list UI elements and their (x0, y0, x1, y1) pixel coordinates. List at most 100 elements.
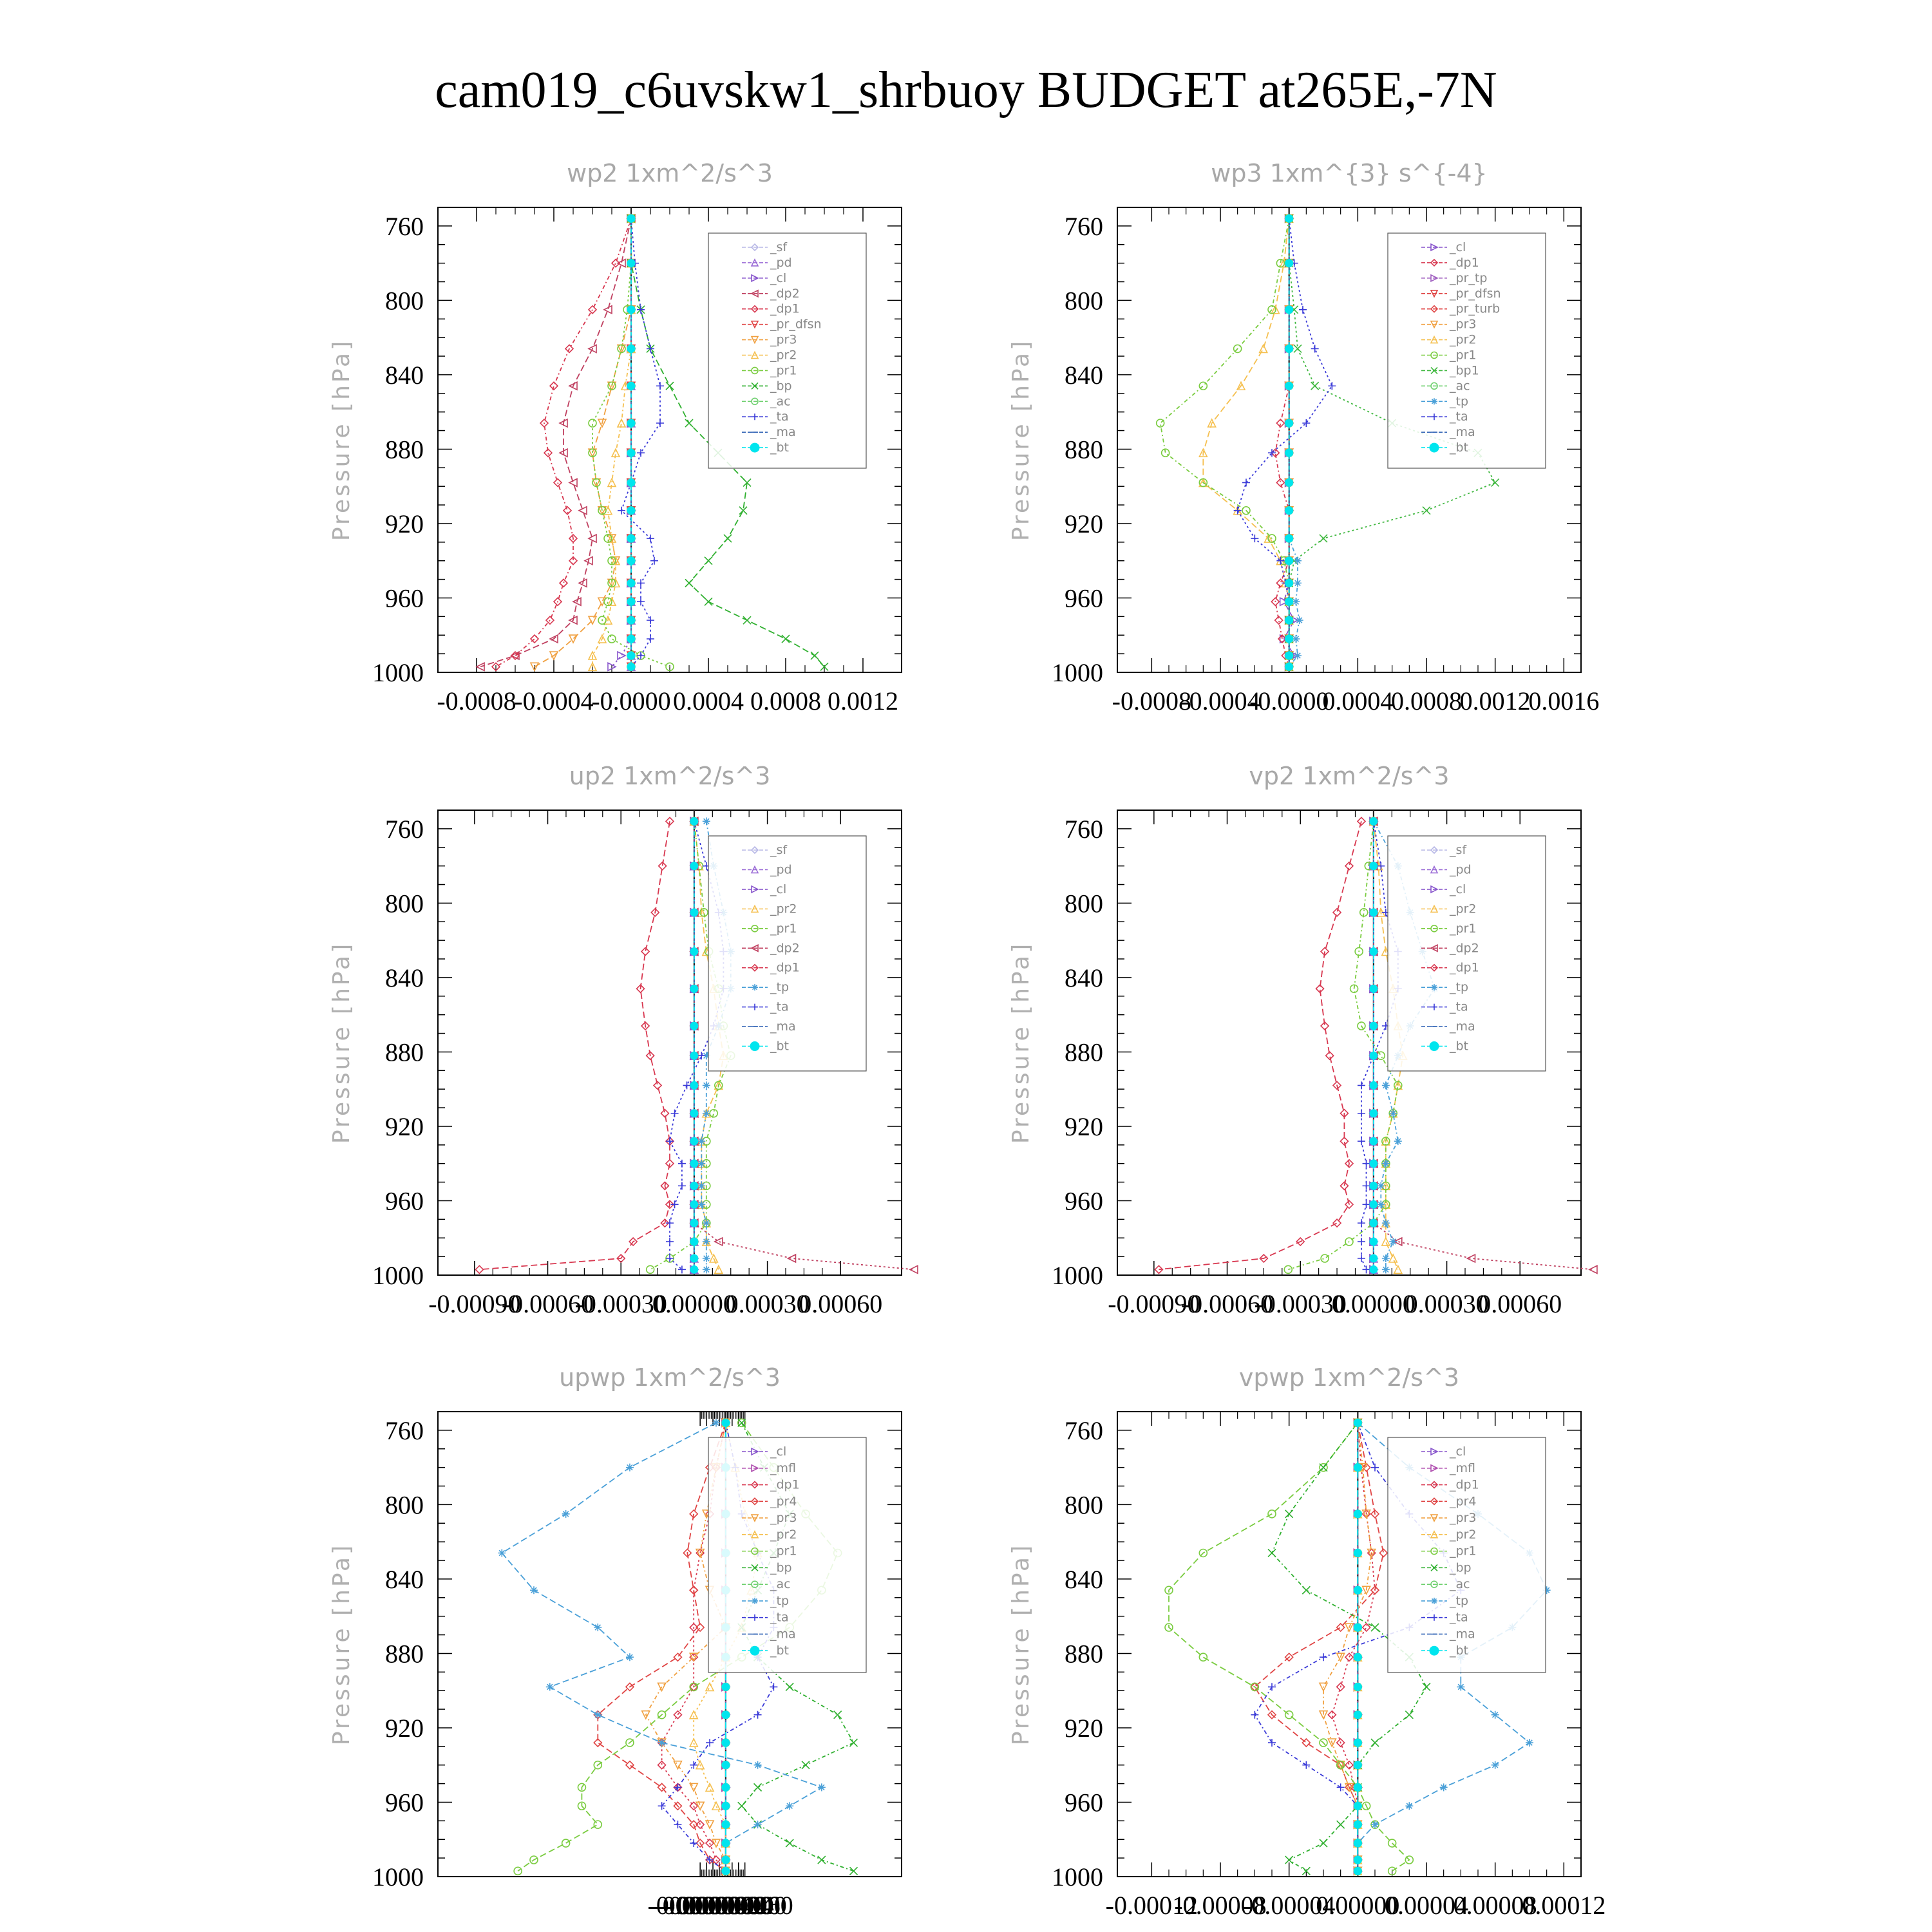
legend-entry: _bt (1449, 1039, 1468, 1054)
data-point (568, 615, 578, 625)
y-tick-label: 760 (385, 212, 424, 241)
data-point (1299, 305, 1307, 314)
data-point (1198, 1653, 1208, 1662)
data-point (1353, 1855, 1362, 1864)
data-point (597, 634, 607, 643)
data-point (1353, 1820, 1362, 1829)
legend-entry: _dp1 (1449, 961, 1479, 975)
legend-marker (1430, 274, 1439, 283)
data-point (1393, 1264, 1403, 1274)
data-point (1285, 259, 1294, 268)
data-point (1276, 478, 1285, 488)
legend-entry: _tp (1449, 394, 1468, 408)
data-point (1379, 1548, 1388, 1558)
data-point (627, 381, 636, 390)
data-point (1371, 1463, 1379, 1472)
data-point (1369, 1181, 1378, 1190)
y-tick-label: 1000 (372, 658, 424, 687)
data-point (588, 448, 597, 458)
data-point (690, 1839, 698, 1848)
data-point (690, 1051, 699, 1060)
data-point (625, 1682, 635, 1692)
x-tick-label: -0.00030 (575, 1289, 667, 1318)
data-point (510, 650, 520, 661)
legend-marker (750, 846, 759, 855)
legend: _cl _mfl _dp1 _pr4 _pr3 _pr2 _pr1 _bp _ac _tp _ta _… (708, 1437, 867, 1673)
data-point (1302, 419, 1311, 428)
data-point (647, 635, 654, 643)
data-point (1274, 616, 1283, 625)
legend-entry: _bt (770, 440, 789, 455)
legend-entry: _pr_turb (1449, 302, 1500, 316)
data-point (1164, 1586, 1173, 1595)
data-point (1319, 534, 1328, 543)
data-point (607, 596, 617, 607)
data-point (1285, 1510, 1294, 1519)
data-point (673, 1710, 683, 1719)
panel-title: up2 1xm^2/s^3 (569, 762, 771, 790)
legend-entry: _pr1 (1449, 922, 1476, 936)
data-point (587, 661, 598, 672)
data-point (1242, 478, 1250, 487)
data-point (627, 344, 636, 353)
data-point (1371, 1821, 1379, 1829)
series-pr1 (1283, 817, 1403, 1274)
legend-entry: _dp1 (1449, 256, 1479, 270)
panel-3: 760 800 840 880 920 960 1000-0.00090-0.00060-0… (328, 762, 918, 1318)
data-point (627, 534, 636, 543)
legend-entry: _pr4 (1449, 1494, 1476, 1508)
data-point (625, 1463, 634, 1472)
plot-frame (437, 1411, 902, 1877)
data-point (1271, 597, 1280, 607)
legend-marker (751, 397, 759, 406)
data-point (545, 616, 555, 625)
legend-entry: _pr3 (770, 333, 797, 347)
legend-entry: _pr3 (1449, 317, 1476, 332)
data-point (607, 477, 617, 488)
data-point (705, 1820, 715, 1830)
legend-marker (1431, 1614, 1437, 1621)
data-point (1362, 1265, 1370, 1274)
series-dp1 (491, 214, 636, 672)
data-point (721, 1738, 730, 1747)
legend-marker (751, 366, 759, 375)
legend-marker (751, 885, 759, 894)
x-tick-label: 0.00004 (1385, 1891, 1468, 1920)
legend-entry: _ta (1449, 410, 1468, 424)
x-tick-label: -0.0004 (514, 687, 593, 715)
x-tick-label: 0.00000 (1316, 1891, 1399, 1920)
data-point (593, 1760, 603, 1770)
data-point (627, 506, 636, 515)
data-point (695, 1759, 705, 1770)
legend-entry: _pr_tp (1449, 271, 1487, 285)
legend-entry: _dp2 (1449, 941, 1479, 955)
y-tick-label: 880 (385, 435, 424, 464)
data-point (1267, 1510, 1276, 1519)
data-point (1353, 1586, 1362, 1595)
data-point (1491, 1710, 1499, 1719)
data-point (1345, 1237, 1354, 1246)
data-point (706, 1739, 714, 1747)
data-point (690, 1237, 699, 1246)
data-point (1325, 1051, 1334, 1061)
data-point (1353, 1653, 1362, 1662)
legend-marker (750, 336, 759, 345)
data-point (598, 616, 607, 625)
data-point (1381, 1137, 1390, 1146)
data-point (1377, 1182, 1385, 1190)
legend-entry: _ta (770, 410, 789, 424)
data-point (1233, 506, 1242, 515)
data-point (578, 506, 587, 516)
data-point (616, 1253, 626, 1264)
data-point (1302, 1866, 1311, 1875)
data-point (1284, 1710, 1294, 1719)
data-point (627, 634, 636, 643)
data-point (1295, 616, 1303, 625)
data-point (666, 1219, 674, 1227)
data-point (1381, 1265, 1390, 1274)
data-point (1336, 1783, 1345, 1792)
data-point (1336, 1820, 1345, 1829)
data-point (1353, 1839, 1362, 1848)
x-tick-label: -0.000040 (660, 1891, 765, 1920)
data-point (708, 1253, 719, 1263)
